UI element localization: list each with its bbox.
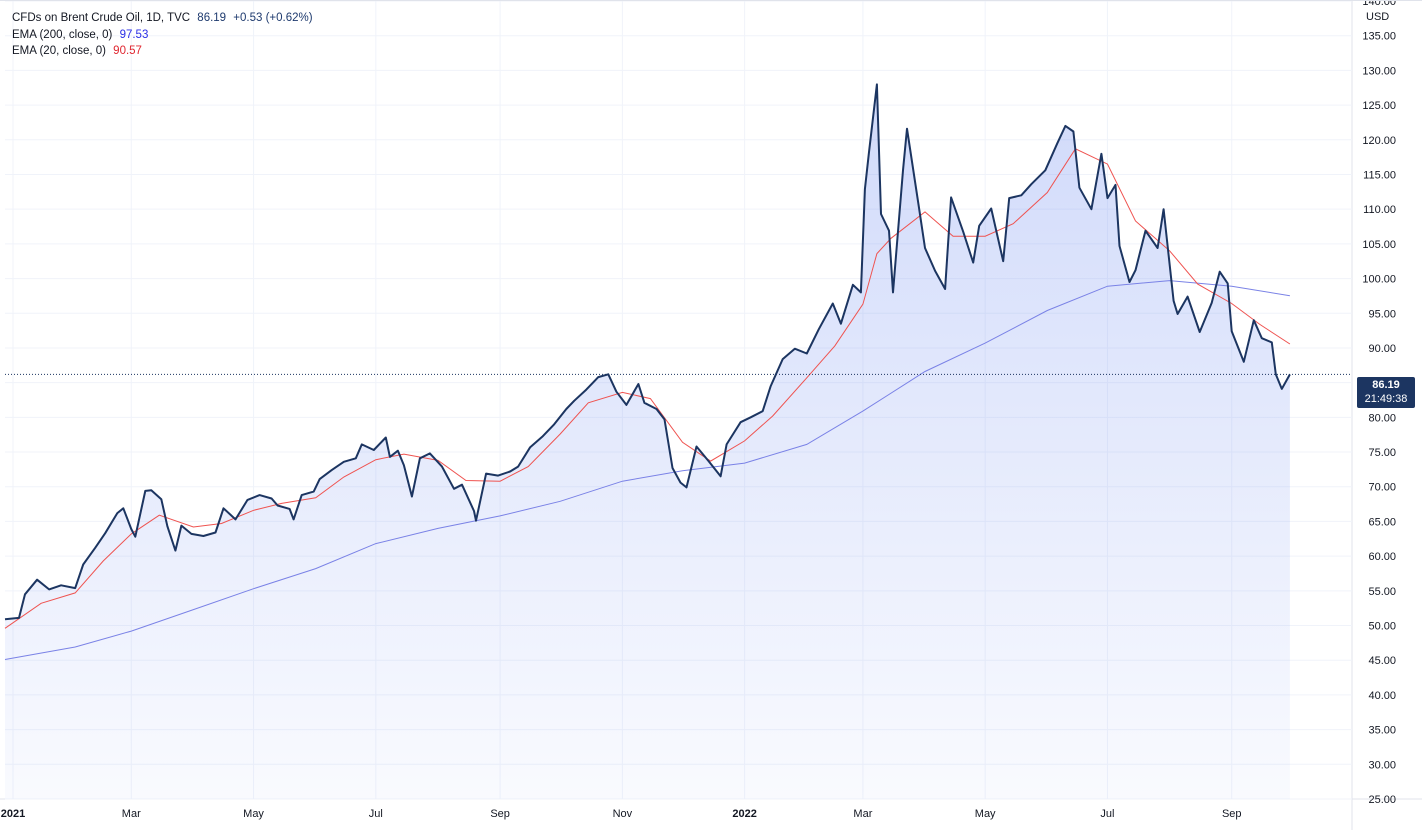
y-tick-label: 95.00 bbox=[1368, 308, 1396, 320]
y-tick-label: 120.00 bbox=[1362, 135, 1396, 147]
y-tick-label: 35.00 bbox=[1368, 725, 1396, 737]
y-tick-label: 100.00 bbox=[1362, 274, 1396, 286]
y-tick-label: 140.00 bbox=[1362, 1, 1396, 8]
price-change-value: +0.53 (+0.62%) bbox=[233, 12, 313, 24]
y-tick-label: 105.00 bbox=[1362, 239, 1396, 251]
legend-main-row[interactable]: CFDs on Brent Crude Oil, 1D, TVC 86.19 +… bbox=[12, 10, 313, 27]
y-tick-label: 75.00 bbox=[1368, 447, 1396, 459]
y-tick-label: 65.00 bbox=[1368, 516, 1396, 528]
x-tick-label: May bbox=[243, 808, 264, 820]
legend-ema200-row[interactable]: EMA (200, close, 0) 97.53 bbox=[12, 27, 313, 44]
x-tick-label: Mar bbox=[853, 808, 872, 820]
x-tick-label: Mar bbox=[122, 808, 141, 820]
symbol-label: CFDs on Brent Crude Oil, 1D, TVC bbox=[12, 12, 191, 24]
x-tick-label: Nov bbox=[613, 808, 633, 820]
ema200-label: EMA (200, close, 0) bbox=[12, 28, 113, 41]
y-tick-label: 30.00 bbox=[1368, 759, 1396, 771]
y-tick-label: 25.00 bbox=[1368, 794, 1396, 806]
x-tick-label: 2021 bbox=[1, 808, 25, 820]
y-tick-label: 80.00 bbox=[1368, 412, 1396, 424]
last-price-badge: 86.19 21:49:38 bbox=[1357, 377, 1415, 408]
currency-label[interactable]: USD bbox=[1366, 11, 1390, 23]
y-tick-label: 90.00 bbox=[1368, 343, 1396, 355]
last-price-value: 86.19 bbox=[197, 12, 227, 24]
ema200-line bbox=[4, 280, 1290, 660]
x-axis[interactable]: 2021 Mar May Jul Sep Nov 2022 Mar May Jul Sep bbox=[1, 808, 1242, 820]
x-tick-label: May bbox=[975, 808, 996, 820]
ema200-value: 97.53 bbox=[119, 28, 149, 41]
ema20-label: EMA (20, close, 0) bbox=[12, 45, 106, 57]
y-tick-label: 135.00 bbox=[1362, 31, 1396, 43]
price-line bbox=[4, 83, 1291, 621]
x-tick-label: Jul bbox=[369, 808, 383, 820]
price-area bbox=[5, 84, 1290, 799]
y-tick-label: 50.00 bbox=[1368, 621, 1396, 633]
badge-price: 86.19 bbox=[1372, 379, 1400, 391]
legend-ema20-row[interactable]: EMA (20, close, 0) 90.57 bbox=[12, 43, 313, 60]
price-path bbox=[4, 83, 1291, 621]
y-tick-label: 40.00 bbox=[1368, 690, 1396, 702]
y-tick-label: 60.00 bbox=[1368, 551, 1396, 563]
x-tick-label: 2022 bbox=[732, 808, 756, 820]
y-tick-label: 110.00 bbox=[1363, 204, 1396, 216]
y-tick-label: 125.00 bbox=[1362, 100, 1396, 112]
y-tick-label: 55.00 bbox=[1368, 586, 1396, 598]
badge-countdown: 21:49:38 bbox=[1364, 393, 1408, 405]
x-tick-label: Sep bbox=[490, 808, 510, 820]
price-area-fill bbox=[5, 84, 1290, 799]
ema20-value: 90.57 bbox=[113, 45, 142, 57]
y-tick-label: 45.00 bbox=[1368, 655, 1396, 667]
x-tick-label: Sep bbox=[1222, 808, 1242, 820]
y-tick-label: 70.00 bbox=[1368, 482, 1396, 494]
ema20-line bbox=[4, 148, 1291, 629]
y-tick-label: 115.00 bbox=[1363, 169, 1396, 181]
y-tick-label: 130.00 bbox=[1362, 65, 1396, 77]
x-tick-label: Jul bbox=[1100, 808, 1114, 820]
ema20-path bbox=[4, 148, 1291, 629]
chart-legend: CFDs on Brent Crude Oil, 1D, TVC 86.19 +… bbox=[12, 10, 313, 60]
ema200-path bbox=[4, 280, 1290, 660]
